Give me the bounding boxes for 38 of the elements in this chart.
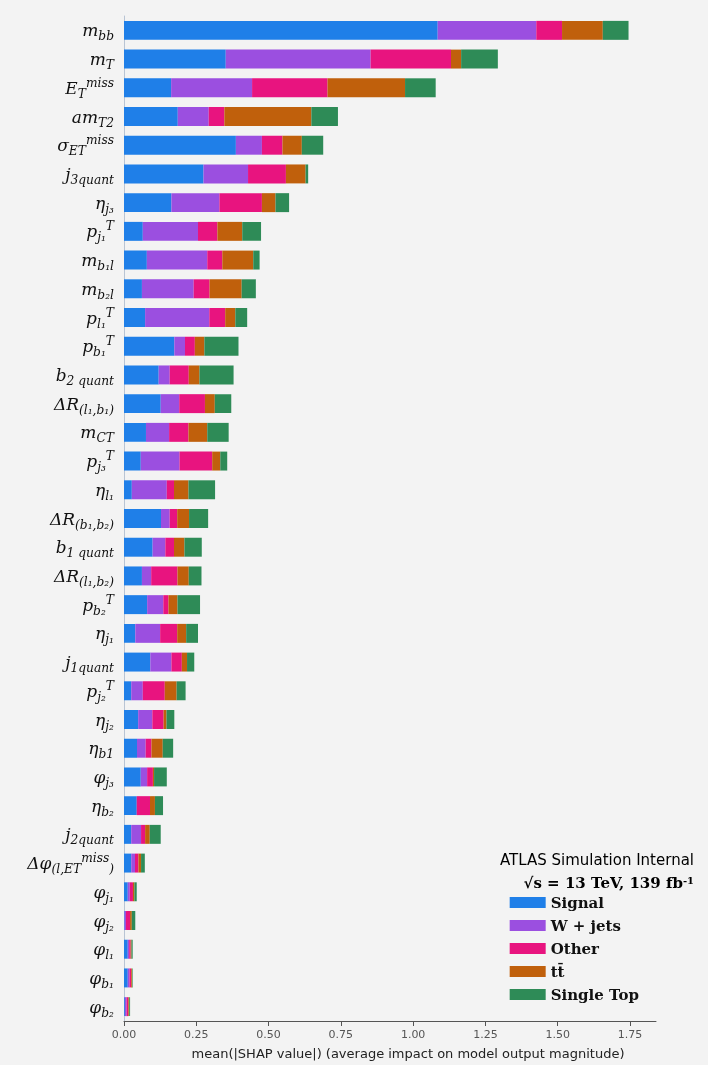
legend-label: W + jets <box>549 916 621 935</box>
y-tick-label: η$_{j₂}$ <box>95 709 114 733</box>
x-tick-label: 1.25 <box>473 1028 498 1041</box>
y-tick-label: φ$_{j₃}$ <box>93 766 114 790</box>
x-tick-label: 0.00 <box>111 1028 137 1041</box>
y-tick-label: b$_{2 quant}$ <box>55 364 114 388</box>
y-tick-label: η$_{l₁}$ <box>94 479 114 503</box>
legend-label: Signal <box>550 893 605 912</box>
x-tick-label: 1.75 <box>617 1028 643 1041</box>
x-tick-label: 0.25 <box>184 1028 209 1041</box>
y-tick-label: η$_{b1}$ <box>88 737 114 762</box>
y-tick-label: ΔR$_{(b₁,b₂)}$ <box>50 508 114 532</box>
y-tick-label: φ$_{b₂}$ <box>89 996 114 1020</box>
y-tick-label: m$_{bb}$ <box>82 19 114 44</box>
y-tick-label: φ$_{l₁}$ <box>93 938 114 963</box>
y-tick-label: am$_{T2}$ <box>71 106 114 130</box>
y-tick-label: η$_{b₂}$ <box>91 795 114 819</box>
y-tick-label: ΔR$_{(l₁,b₂)}$ <box>53 565 114 589</box>
y-tick-label: η$_{j₁}$ <box>95 622 114 647</box>
x-tick-label: 1.50 <box>545 1028 570 1041</box>
y-tick-label: η$_{j₃}$ <box>95 192 114 216</box>
y-tick-label: φ$_{j₂}$ <box>93 910 114 934</box>
y-tick-label: ΔR$_{(l₁,b₁)}$ <box>53 393 114 417</box>
legend-label: Other <box>550 939 601 958</box>
legend-label: Single Top <box>550 985 640 1004</box>
annotation: ATLAS Simulation Internal <box>500 850 695 869</box>
y-tick-label: φ$_{b₁}$ <box>89 967 114 991</box>
y-tick-label: m$_{b₁l}$ <box>81 249 114 273</box>
x-tick-label: 0.75 <box>328 1028 354 1041</box>
y-tick-label: m$_{CT}$ <box>80 421 114 446</box>
x-axis-title: mean(|SHAP value|) (average impact on model output magnitude) <box>191 1046 625 1061</box>
x-tick-label: 1.00 <box>400 1028 426 1041</box>
y-tick-label: b$_{1 quant}$ <box>55 536 114 561</box>
legend-label: tt̄ <box>550 961 565 981</box>
y-tick-label: m$_{b₂l}$ <box>81 278 114 302</box>
y-tick-label: m$_{T}$ <box>89 48 114 72</box>
x-tick-label: 0.50 <box>256 1028 281 1041</box>
y-tick-label: φ$_{j₁}$ <box>93 881 114 905</box>
